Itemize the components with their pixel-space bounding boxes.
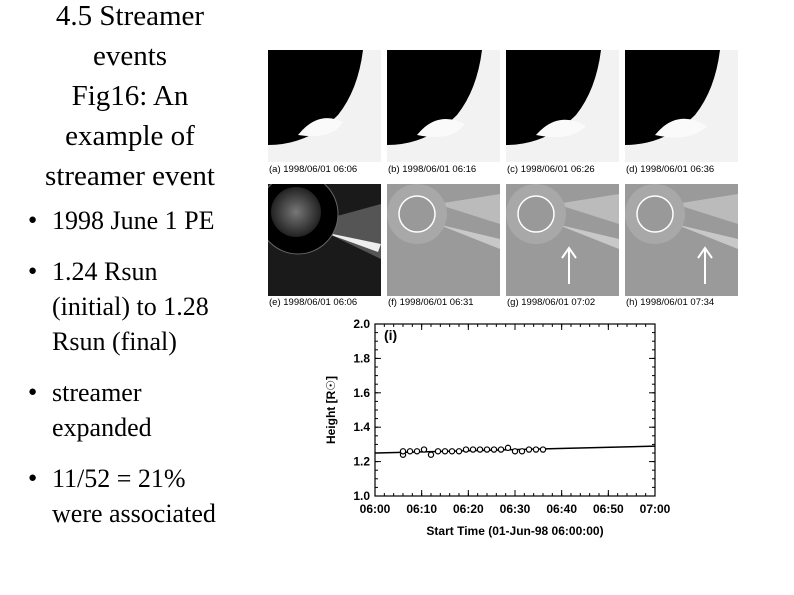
bullet-dot-icon: ● bbox=[28, 384, 38, 400]
bullet-line: were associated bbox=[52, 499, 216, 528]
title-line: streamer event bbox=[45, 160, 215, 192]
y-axis-label: Height [R☉] bbox=[324, 376, 338, 444]
x-tick-label: 06:10 bbox=[406, 502, 437, 516]
coronagraph-image-e bbox=[268, 184, 381, 296]
caption-b: (b) 1998/06/01 06:16 bbox=[388, 164, 477, 175]
title-line: Fig16: An bbox=[71, 80, 189, 112]
bullet-item: ● 1.24 Rsun (initial) to 1.28 Rsun (fina… bbox=[28, 254, 268, 359]
data-point bbox=[406, 448, 414, 455]
caption-h: (h) 1998/06/01 07:34 bbox=[626, 297, 715, 308]
data-point bbox=[476, 446, 484, 453]
bullet-line: 1.24 Rsun bbox=[52, 257, 158, 286]
bullet-item: ● 11/52 = 21% were associated bbox=[28, 461, 268, 531]
height-time-chart: (i) Height [R☉] Start Time (01-Jun-98 06… bbox=[310, 310, 690, 550]
data-point bbox=[420, 446, 428, 453]
limb-image-d bbox=[625, 50, 738, 162]
data-point bbox=[427, 451, 435, 458]
data-point bbox=[497, 446, 505, 453]
caption-e: (e) 1998/06/01 06:06 bbox=[269, 297, 358, 308]
x-tick-label: 06:00 bbox=[360, 502, 391, 516]
limb-image-b bbox=[387, 50, 500, 162]
caption-g: (g) 1998/06/01 07:02 bbox=[507, 297, 596, 308]
x-tick-label: 06:40 bbox=[546, 502, 577, 516]
coronagraph-image-h bbox=[625, 184, 738, 296]
y-tick-label: 1.2 bbox=[353, 455, 370, 469]
caption-a: (a) 1998/06/01 06:06 bbox=[269, 164, 358, 175]
data-point bbox=[539, 446, 547, 453]
data-point bbox=[518, 448, 526, 455]
y-tick-label: 2.0 bbox=[353, 317, 370, 331]
limb-image-a bbox=[268, 50, 381, 162]
bullet-line: 11/52 = 21% bbox=[52, 464, 186, 493]
bullet-line: 1998 June 1 PE bbox=[52, 206, 215, 235]
data-point bbox=[455, 448, 463, 455]
data-point bbox=[469, 446, 477, 453]
y-tick-label: 1.0 bbox=[353, 489, 370, 503]
title-line: example of bbox=[65, 120, 195, 152]
y-tick-label: 1.4 bbox=[353, 420, 370, 434]
data-point bbox=[504, 444, 512, 452]
slide-title: 4.5 Streamer events Fig16: An example of… bbox=[10, 0, 250, 196]
data-point bbox=[511, 448, 519, 455]
x-axis-label: Start Time (01-Jun-98 06:00:00) bbox=[426, 524, 603, 538]
data-point bbox=[434, 448, 442, 455]
data-point bbox=[483, 446, 491, 453]
x-tick-label: 06:30 bbox=[500, 502, 531, 516]
y-tick-label: 1.6 bbox=[353, 386, 370, 400]
bullet-dot-icon: ● bbox=[28, 212, 38, 228]
x-tick-label: 06:50 bbox=[593, 502, 624, 516]
panel-label: (i) bbox=[384, 327, 397, 343]
y-tick-label: 1.8 bbox=[353, 351, 370, 365]
bullet-item: ● 1998 June 1 PE bbox=[28, 203, 268, 238]
caption-f: (f) 1998/06/01 06:31 bbox=[388, 297, 474, 308]
x-tick-label: 07:00 bbox=[640, 502, 671, 516]
x-tick-label: 06:20 bbox=[453, 502, 484, 516]
caption-c: (c) 1998/06/01 06:26 bbox=[507, 164, 595, 175]
data-point bbox=[441, 448, 449, 455]
bullet-list: ● 1998 June 1 PE ● 1.24 Rsun (initial) t… bbox=[28, 203, 268, 547]
data-point bbox=[462, 446, 470, 453]
plot-frame bbox=[374, 323, 656, 497]
caption-d: (d) 1998/06/01 06:36 bbox=[626, 164, 715, 175]
bullet-line: Rsun (final) bbox=[52, 327, 177, 356]
bullet-item: ● streamer expanded bbox=[28, 375, 268, 445]
bullet-line: streamer bbox=[52, 378, 142, 407]
data-point bbox=[525, 446, 533, 453]
data-point bbox=[413, 448, 421, 455]
coronagraph-image-f bbox=[387, 184, 500, 296]
bullet-dot-icon: ● bbox=[28, 470, 38, 486]
bullet-line: (initial) to 1.28 bbox=[52, 292, 209, 321]
title-line: 4.5 Streamer bbox=[55, 0, 205, 32]
title-line: events bbox=[92, 40, 168, 72]
coronagraph-image-g bbox=[506, 184, 619, 296]
data-point bbox=[532, 446, 540, 453]
bullet-line: expanded bbox=[52, 413, 152, 442]
limb-image-c bbox=[506, 50, 619, 162]
data-point bbox=[490, 446, 498, 453]
data-point bbox=[448, 448, 456, 455]
data-point bbox=[399, 448, 407, 455]
bullet-dot-icon: ● bbox=[28, 263, 38, 279]
